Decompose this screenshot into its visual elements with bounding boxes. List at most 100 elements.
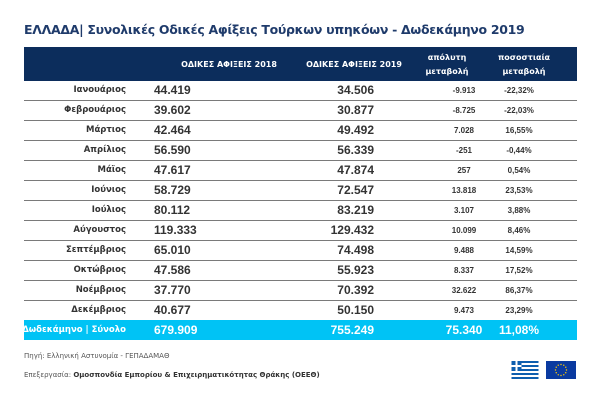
percent-change-cell: 14,59% (505, 246, 533, 255)
total-label: Δωδεκάμηνο | Σύνολο (22, 325, 126, 335)
percent-change-cell: 0,54% (507, 166, 531, 175)
eu-star (555, 366, 557, 368)
absolute-change-cell: 13.818 (451, 186, 477, 195)
arrivals-2018-cell: 37.770 (154, 283, 191, 297)
percent-change-cell: 16,55% (505, 126, 533, 135)
eu-star (563, 374, 565, 376)
absolute-change-cell: 8.337 (453, 266, 475, 275)
table-row: Οκτώβριος 47.586 55.923 8.337 17,52% (24, 261, 577, 281)
eu-flag-icon (546, 361, 576, 379)
arrivals-2018-cell: 40.677 (154, 303, 191, 317)
absolute-change-cell: 7.028 (453, 126, 475, 135)
percent-change-cell: 23,29% (505, 306, 533, 315)
month-cell: Φεβρουάριος (64, 105, 126, 115)
month-cell: Μάρτιος (86, 125, 126, 135)
absolute-change-cell: 3.107 (453, 206, 475, 215)
percent-change-cell: -0,44% (506, 146, 532, 155)
percent-change-cell: 8,46% (507, 226, 531, 235)
table-row: Νοέμβριος 37.770 70.392 32.622 86,37% (24, 281, 577, 301)
percent-change-cell: 17,52% (505, 266, 533, 275)
arrivals-2019-cell: 83.219 (337, 203, 374, 217)
processing-org: Ομοσπονδία Εμπορίου & Επιχειρηματικότητα… (73, 371, 320, 379)
table-row: Ιούνιος 58.729 72.547 13.818 23,53% (24, 181, 577, 201)
month-cell: Οκτώβριος (73, 265, 126, 275)
arrivals-2018-cell: 58.729 (154, 183, 191, 197)
table-row: Δεκέμβριος 40.677 50.150 9.473 23,29% (24, 301, 577, 320)
percent-change-cell: -22,32% (504, 86, 534, 95)
arrivals-2018-cell: 119.333 (154, 223, 197, 237)
total-2018: 679.909 (154, 323, 198, 337)
arrivals-2019-cell: 47.874 (337, 163, 374, 177)
table-header: ΟΔΙΚΕΣ ΑΦΙΞΕΙΣ 2018 ΟΔΙΚΕΣ ΑΦΙΞΕΙΣ 2019 … (24, 48, 577, 81)
table-row: Φεβρουάριος 39.602 30.877 -8.725 -22,03% (24, 101, 577, 121)
source-note: Πηγή: Ελληνική Αστυνομία - ΓΕΠΑΔΑΜΑΘ (24, 352, 170, 360)
processing-note: Επεξεργασία: Ομοσπονδία Εμπορίου & Επιχε… (24, 371, 320, 379)
percent-change-cell: 3,88% (507, 206, 531, 215)
absolute-change-cell: 9.488 (453, 246, 475, 255)
table-row: Αύγουστος 119.333 129.432 10.099 8,46% (24, 221, 577, 241)
table-row: Απρίλιος 56.590 56.339 -251 -0,44% (24, 141, 577, 161)
absolute-change-cell: 32.622 (451, 286, 477, 295)
eu-star (557, 374, 559, 376)
page-title: ΕΛΛΑΔΑ| Συνολικές Οδικές Αφίξεις Τούρκων… (24, 22, 525, 37)
month-cell: Αύγουστος (73, 225, 126, 235)
total-absolute-change: 75.340 (445, 323, 483, 337)
header-2019: ΟΔΙΚΕΣ ΑΦΙΞΕΙΣ 2019 (306, 60, 402, 69)
absolute-change-cell: 257 (457, 166, 471, 175)
absolute-change-cell: -8.725 (452, 106, 476, 115)
arrivals-2019-cell: 49.492 (337, 123, 374, 137)
arrivals-2018-cell: 56.590 (154, 143, 191, 157)
arrivals-2019-cell: 74.498 (337, 243, 374, 257)
absolute-change-cell: 9.473 (453, 306, 475, 315)
arrivals-2019-cell: 56.339 (337, 143, 374, 157)
percent-change-cell: 23,53% (505, 186, 533, 195)
eu-star (554, 369, 557, 371)
total-row: Δωδεκάμηνο | Σύνολο 679.909 755.249 75.3… (22, 320, 577, 340)
eu-star (557, 364, 559, 366)
arrivals-table: ΟΔΙΚΕΣ ΑΦΙΞΕΙΣ 2018 ΟΔΙΚΕΣ ΑΦΙΞΕΙΣ 2019 … (22, 48, 577, 340)
month-cell: Μάϊος (97, 165, 127, 175)
arrivals-2018-cell: 65.010 (154, 243, 191, 257)
month-cell: Ιούλιος (91, 205, 126, 215)
eu-star (565, 369, 568, 371)
table-row: Ιανουάριος 44.419 34.506 -9.913 -22,32% (24, 81, 577, 101)
total-2019: 755.249 (330, 323, 374, 337)
percent-change-cell: -22,03% (504, 106, 534, 115)
table-row: Μάϊος 47.617 47.874 257 0,54% (24, 161, 577, 181)
percent-change-cell: 86,37% (505, 286, 533, 295)
month-cell: Νοέμβριος (75, 285, 126, 295)
header-percent-change: ποσοστιαία μεταβολή (497, 53, 551, 76)
eu-star (560, 363, 562, 366)
eu-star (563, 364, 565, 366)
table-body: Ιανουάριος 44.419 34.506 -9.913 -22,32% Φεβρο… (24, 81, 577, 320)
processing-label: Επεξεργασία: (24, 371, 74, 379)
arrivals-2018-cell: 47.617 (154, 163, 191, 177)
month-cell: Ιούνιος (91, 185, 126, 195)
eu-star (560, 374, 562, 377)
table-row: Μάρτιος 42.464 49.492 7.028 16,55% (24, 121, 577, 141)
arrivals-2019-cell: 30.877 (337, 103, 374, 117)
month-cell: Δεκέμβριος (71, 305, 126, 315)
table-row: Σεπτέμβριος 65.010 74.498 9.488 14,59% (24, 241, 577, 261)
arrivals-2019-cell: 55.923 (337, 263, 374, 277)
arrivals-2019-cell: 34.506 (337, 83, 374, 97)
month-cell: Ιανουάριος (73, 85, 127, 95)
table-row: Ιούλιος 80.112 83.219 3.107 3,88% (24, 201, 577, 221)
arrivals-2018-cell: 80.112 (154, 203, 191, 217)
arrivals-2018-cell: 39.602 (154, 103, 191, 117)
absolute-change-cell: -9.913 (452, 86, 476, 95)
absolute-change-cell: 10.099 (451, 226, 477, 235)
arrivals-2018-cell: 47.586 (154, 263, 191, 277)
greek-flag-icon (511, 361, 539, 379)
eu-star (565, 372, 567, 374)
absolute-change-cell: -251 (455, 146, 472, 155)
month-cell: Απρίλιος (83, 145, 126, 155)
eu-star (555, 372, 557, 374)
arrivals-2019-cell: 50.150 (337, 303, 374, 317)
arrivals-2018-cell: 42.464 (154, 123, 191, 137)
eu-star (565, 366, 567, 368)
arrivals-2019-cell: 72.547 (337, 183, 374, 197)
header-2018: ΟΔΙΚΕΣ ΑΦΙΞΕΙΣ 2018 (181, 60, 277, 69)
total-percent-change: 11,08% (498, 323, 540, 337)
arrivals-2018-cell: 44.419 (154, 83, 191, 97)
